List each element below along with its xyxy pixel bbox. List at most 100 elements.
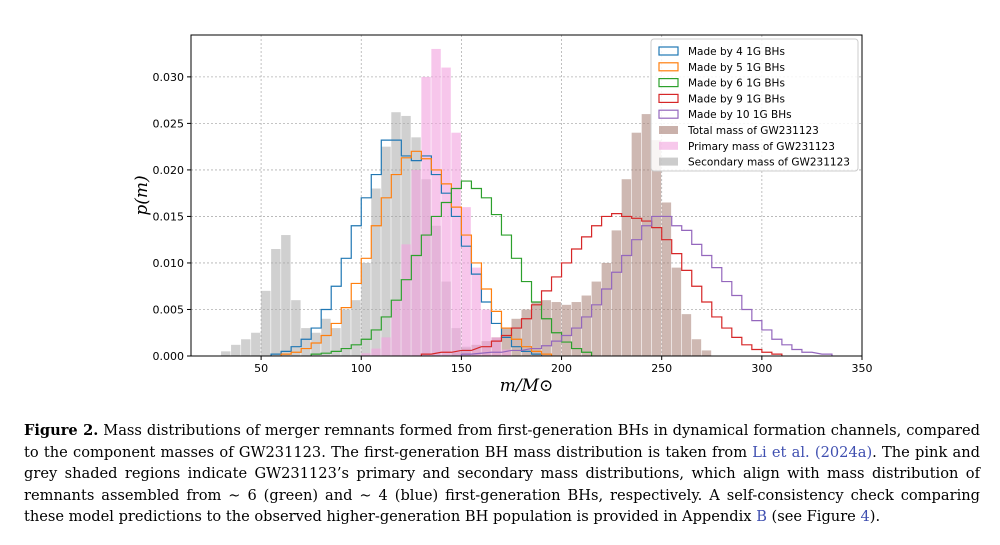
histogram-bar xyxy=(411,169,421,356)
histogram-bar xyxy=(491,337,501,356)
y-tick-label: 0.020 xyxy=(153,164,185,177)
histogram-bar xyxy=(481,309,491,356)
made-by-5-1g-bhs-step-line xyxy=(280,150,553,356)
filled-histograms xyxy=(221,48,712,357)
legend-swatch xyxy=(658,77,679,88)
histogram-bar xyxy=(651,140,662,356)
histogram-bar xyxy=(391,112,401,356)
histogram-bar xyxy=(521,309,531,356)
histogram-bar xyxy=(451,132,461,356)
y-tick-label: 0.005 xyxy=(153,303,185,316)
citation-link-li-2024a[interactable]: Li et al. (2024a) xyxy=(752,443,873,461)
histogram-bar xyxy=(261,290,271,356)
legend-label: Secondary mass of GW231123 xyxy=(688,157,850,169)
caption-label: Figure 2. xyxy=(24,422,99,439)
histogram-bar xyxy=(281,235,291,356)
histogram-bar xyxy=(581,295,591,356)
histogram-bar xyxy=(371,348,381,356)
histogram-bar xyxy=(591,281,602,356)
figure-4-link[interactable]: 4 xyxy=(860,508,870,525)
legend-label: Total mass of GW231123 xyxy=(687,125,819,137)
histogram-bar xyxy=(381,337,391,356)
histogram-bar xyxy=(601,262,612,356)
caption-text-4: ). xyxy=(869,508,881,525)
histogram-bar xyxy=(401,244,411,356)
primary-mass-of-gw231123-bars xyxy=(361,48,511,357)
histogram-bar xyxy=(461,207,471,356)
histogram-bar xyxy=(251,332,261,356)
legend-item-made-by-6-1g-bhs: Made by 6 1G BHs xyxy=(658,77,785,90)
plot-frame xyxy=(190,34,863,357)
axis-ticks: 50 100 150 200 250 300 350 0.000 0.005 0.010 0.015… xyxy=(153,71,873,375)
figure-2: 50 100 150 200 250 300 350 0.000 0.005 0.010 0.015… xyxy=(132,34,873,396)
legend-label: Made by 5 1G BHs xyxy=(688,62,785,74)
made-by-10-1g-bhs-step-line xyxy=(460,215,833,356)
histogram-bar xyxy=(621,179,632,356)
histogram-bar xyxy=(691,339,702,356)
histogram-bar xyxy=(531,302,541,356)
histogram-bar xyxy=(611,230,622,356)
histogram-bar xyxy=(321,318,331,356)
histogram-bar xyxy=(441,67,451,356)
x-axis-label: m/M⊙ xyxy=(500,376,554,396)
caption-text-1: Mass distributions of merger remnants fo… xyxy=(24,422,980,461)
histogram-bar xyxy=(431,48,441,357)
legend-swatch xyxy=(659,141,678,150)
figure-caption: Figure 2. Mass distributions of merger r… xyxy=(24,420,980,528)
legend-swatch xyxy=(658,109,679,119)
histogram-bar xyxy=(471,267,481,356)
legend-swatch xyxy=(658,46,679,56)
caption-text-3: (see Figure xyxy=(766,508,861,525)
histogram-bar xyxy=(681,314,692,356)
histogram-bar xyxy=(291,300,301,356)
histogram-bar xyxy=(241,339,251,356)
legend-item-made-by-10-1g-bhs: Made by 10 1G BHs xyxy=(658,109,792,121)
mass-distribution-chart: 50 100 150 200 250 300 350 0.000 0.005 0.010 0.015… xyxy=(132,34,873,396)
histogram-bar xyxy=(661,202,672,356)
histogram-bar xyxy=(271,249,281,356)
appendix-link[interactable]: B xyxy=(756,508,767,525)
legend-item-secondary-mass-of-gw231123: Secondary mass of GW231123 xyxy=(659,157,850,169)
histogram-bar xyxy=(561,304,571,356)
histogram-bar xyxy=(671,267,682,356)
histogram-bar xyxy=(641,114,652,356)
legend-swatch xyxy=(658,93,679,104)
legend-label: Made by 10 1G BHs xyxy=(688,109,792,121)
x-tick-label: 100 xyxy=(351,362,372,375)
legend-label: Made by 9 1G BHs xyxy=(688,93,785,105)
histogram-bar xyxy=(381,146,391,356)
y-tick-label: 0.025 xyxy=(153,117,185,130)
histogram-bar xyxy=(541,300,551,356)
histogram-bar xyxy=(331,328,341,356)
histogram-bar xyxy=(361,262,371,356)
x-tick-label: 200 xyxy=(551,362,572,375)
histogram-bar xyxy=(371,188,381,356)
legend-swatch xyxy=(659,157,678,166)
histogram-bar xyxy=(571,302,581,356)
legend-item-made-by-4-1g-bhs: Made by 4 1G BHs xyxy=(658,46,785,58)
legend-item-made-by-5-1g-bhs: Made by 5 1G BHs xyxy=(658,62,785,74)
y-tick-label: 0.030 xyxy=(153,71,185,84)
histogram-bar xyxy=(301,328,311,356)
histogram-bar xyxy=(351,300,361,356)
histogram-bar xyxy=(231,344,241,356)
legend-item-total-mass-of-gw231123: Total mass of GW231123 xyxy=(659,125,819,137)
histogram-bar xyxy=(341,309,351,356)
legend-label: Primary mass of GW231123 xyxy=(688,141,835,153)
histogram-bar xyxy=(631,132,642,356)
histogram-bar xyxy=(421,76,431,356)
histogram-bar xyxy=(701,350,712,356)
histogram-bar xyxy=(401,115,411,357)
caption-text-2: . The pink and grey shaded regions indic… xyxy=(24,443,980,526)
histogram-bar xyxy=(221,351,231,356)
y-tick-label: 0.010 xyxy=(153,257,185,270)
legend-label: Made by 4 1G BHs xyxy=(688,46,785,58)
made-by-9-1g-bhs-step-line xyxy=(420,213,783,356)
x-tick-label: 250 xyxy=(651,362,672,375)
histogram-bar xyxy=(551,302,561,356)
x-tick-label: 50 xyxy=(254,362,268,375)
x-tick-label: 150 xyxy=(451,362,472,375)
legend-swatch xyxy=(659,126,678,134)
histogram-bar xyxy=(311,332,321,356)
y-tick-label: 0.000 xyxy=(153,350,185,363)
